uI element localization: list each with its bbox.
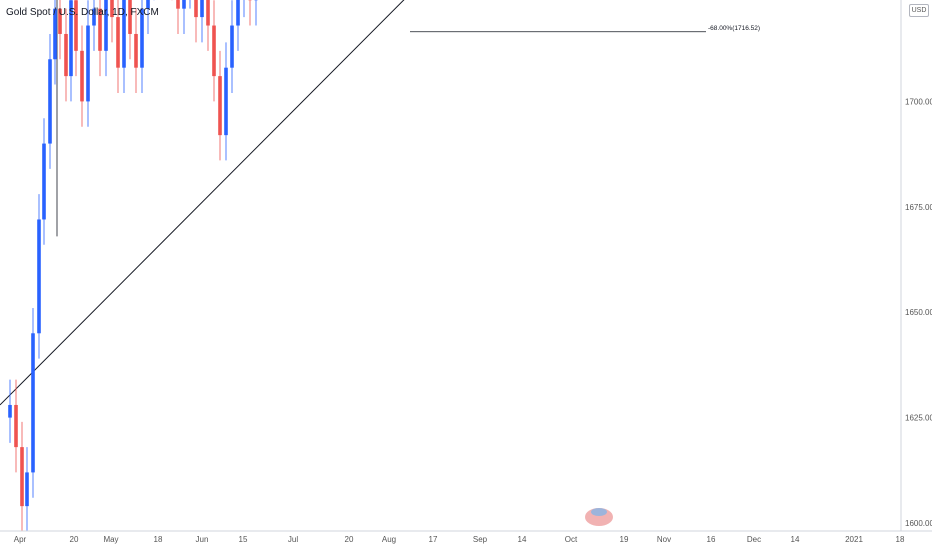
candle-body <box>110 0 114 18</box>
fib-level-label: -68.00%(1716.52) <box>708 25 760 32</box>
candle-body <box>194 0 198 18</box>
candle-body <box>236 0 240 26</box>
candle-body <box>69 0 73 77</box>
candle-body <box>92 8 96 26</box>
time-tick-label: 19 <box>620 535 629 544</box>
time-tick-label: 14 <box>791 535 800 544</box>
candle-body <box>98 8 102 51</box>
currency-button[interactable]: USD <box>909 4 929 17</box>
drawings <box>0 0 706 406</box>
candle-body <box>64 33 68 77</box>
price-tick-label: 1725.00 <box>905 0 932 1</box>
time-tick-label: Dec <box>747 535 761 544</box>
time-tick-label: 15 <box>239 535 248 544</box>
candle-body <box>8 404 12 418</box>
time-tick-label: 16 <box>707 535 716 544</box>
candle-body <box>134 33 138 68</box>
candle-body <box>116 17 120 68</box>
time-axis[interactable]: Apr 20 May 18 Jun 15 Jul 20 Aug 17 Sep 14 Oct 19 Nov 16… <box>0 530 932 544</box>
time-tick-label: 20 <box>70 535 79 544</box>
price-tick-label: 1650.00 <box>905 308 932 317</box>
time-tick-label: 20 <box>345 535 354 544</box>
candle-body <box>86 25 90 102</box>
chart-title: Gold Spot / U.S. Dollar, 1D, FXCM <box>6 7 159 18</box>
time-tick-label: Jul <box>288 535 298 544</box>
candle-body <box>218 76 222 136</box>
price-axis[interactable]: 1600.00 1625.00 1650.00 1675.00 1700.00 1725.… <box>900 0 932 531</box>
candles <box>8 0 258 532</box>
candle-body <box>31 333 35 473</box>
time-tick-label: 17 <box>429 535 438 544</box>
price-tick-label: 1625.00 <box>905 414 932 423</box>
candle-body <box>122 0 126 68</box>
time-tick-label: Jun <box>196 535 209 544</box>
candle-body <box>14 404 18 448</box>
candle-body <box>58 8 62 34</box>
logo-shape-top <box>591 508 607 516</box>
candle-body <box>128 0 132 34</box>
time-tick-label: Apr <box>14 535 27 544</box>
time-tick-label: 18 <box>154 535 163 544</box>
time-tick-label: Aug <box>382 535 396 544</box>
candle-body <box>146 0 150 9</box>
time-tick-label: Sep <box>473 535 488 544</box>
candle-body <box>200 0 204 18</box>
candle-body <box>25 472 29 507</box>
candle-body <box>74 0 78 51</box>
time-tick-label: May <box>103 535 118 544</box>
candle-body <box>224 67 228 136</box>
candle-body <box>48 59 52 144</box>
candle-body <box>104 0 108 51</box>
candle-body <box>20 447 24 507</box>
watermark-logo <box>585 508 613 526</box>
fib-labels: 100.00%(2076.58)78.60%(2030.71)127.00%(2… <box>708 25 760 32</box>
price-tick-label: 1675.00 <box>905 203 932 212</box>
candle-body <box>42 143 46 220</box>
candle-body <box>80 50 84 102</box>
time-tick-label: Oct <box>565 535 578 544</box>
candle-body <box>212 25 216 77</box>
rising-trendline <box>0 0 405 406</box>
price-tick-label: 1700.00 <box>905 97 932 106</box>
candle-body <box>176 0 180 9</box>
candle-body <box>206 0 210 26</box>
candle-body <box>53 8 57 60</box>
time-tick-label: 2021 <box>845 535 863 544</box>
candle-body <box>37 219 41 334</box>
candle-body <box>140 8 144 68</box>
price-tick-label: 1600.00 <box>905 519 932 528</box>
time-tick-label: 18 <box>896 535 905 544</box>
time-tick-label: 14 <box>518 535 527 544</box>
candle-body <box>230 25 234 68</box>
time-tick-label: Nov <box>657 535 671 544</box>
candle-body <box>182 0 186 9</box>
